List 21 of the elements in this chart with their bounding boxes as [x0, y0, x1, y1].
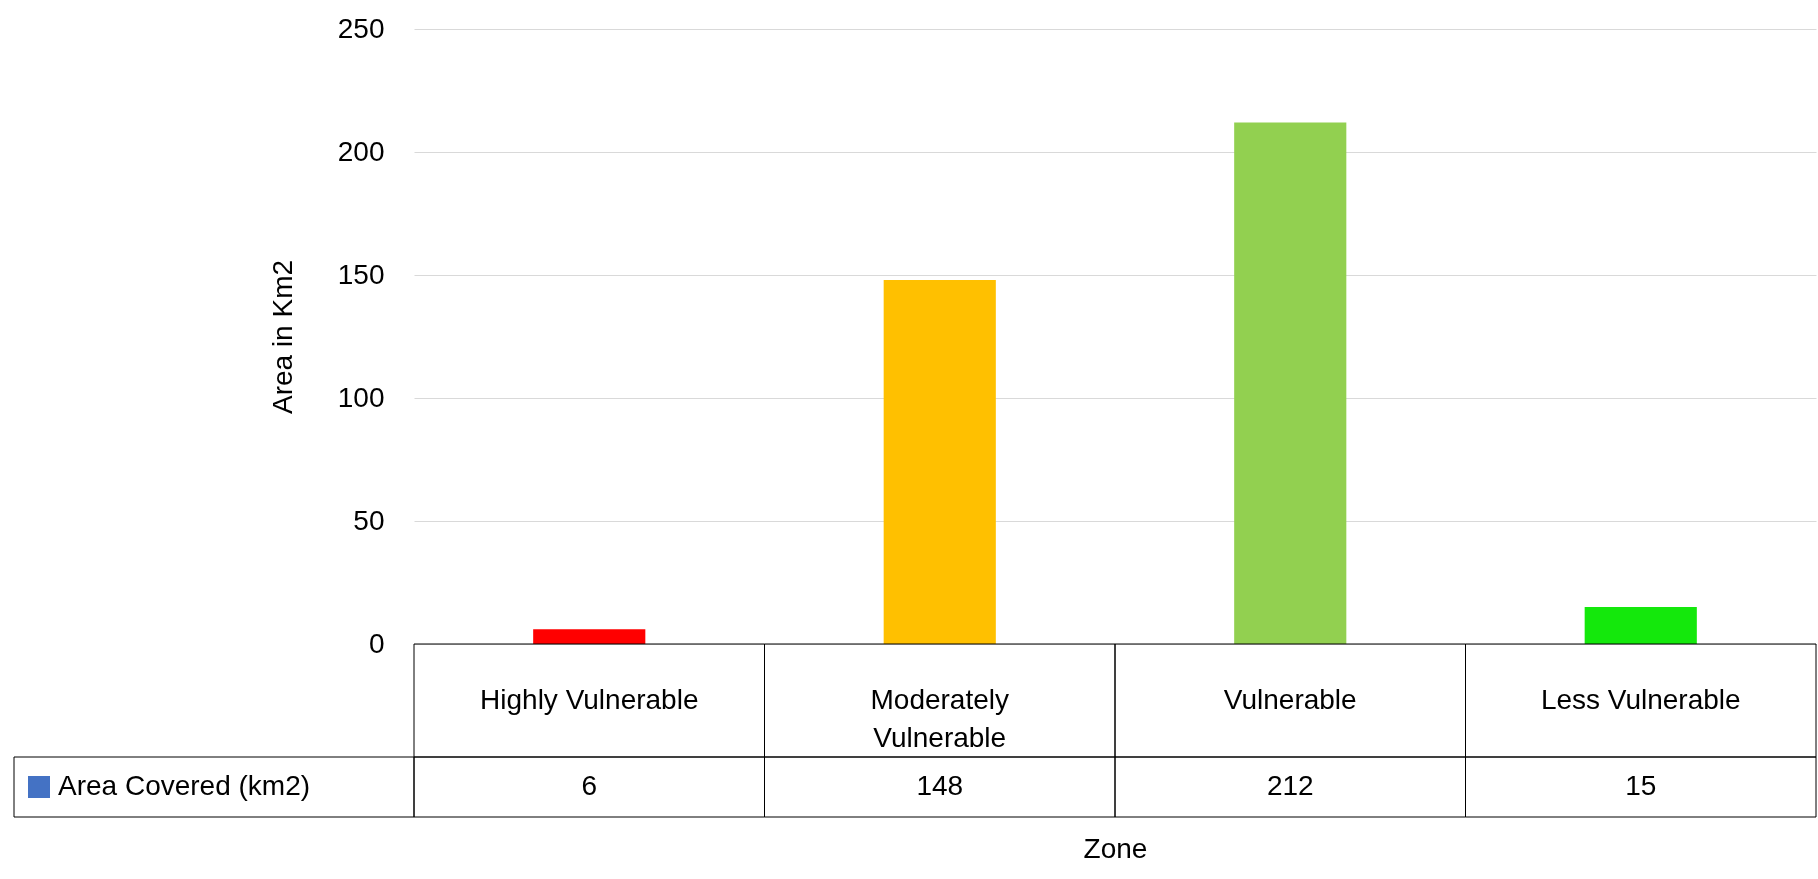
y-tick-label: 50: [353, 504, 385, 536]
bar: [533, 629, 646, 644]
y-tick-label: 0: [368, 627, 385, 659]
y-tick-label: 200: [337, 135, 385, 167]
data-label: 148: [916, 770, 964, 801]
bar: [883, 279, 996, 644]
x-tick-label: Highly Vulnerable: [480, 683, 699, 715]
text: Area Covered (km2): [58, 770, 311, 801]
y-axis-title: Area in Km2: [266, 259, 298, 415]
y-tick-label: 100: [337, 381, 385, 413]
y-tick-label: 250: [337, 12, 385, 44]
y-tick-label: 150: [337, 258, 385, 290]
data-label: 212: [1266, 770, 1314, 801]
x-tick-label: Moderately Vulnerable: [870, 683, 1010, 753]
data-label: 15: [1625, 770, 1657, 801]
x-tick-label: Less Vulnerable: [1540, 683, 1741, 715]
bar: [1584, 607, 1697, 644]
bar: [1234, 122, 1347, 644]
x-axis-title: Zone: [1083, 832, 1148, 864]
data-label: 6: [581, 770, 598, 801]
x-tick-label: Vulnerable: [1223, 683, 1357, 715]
